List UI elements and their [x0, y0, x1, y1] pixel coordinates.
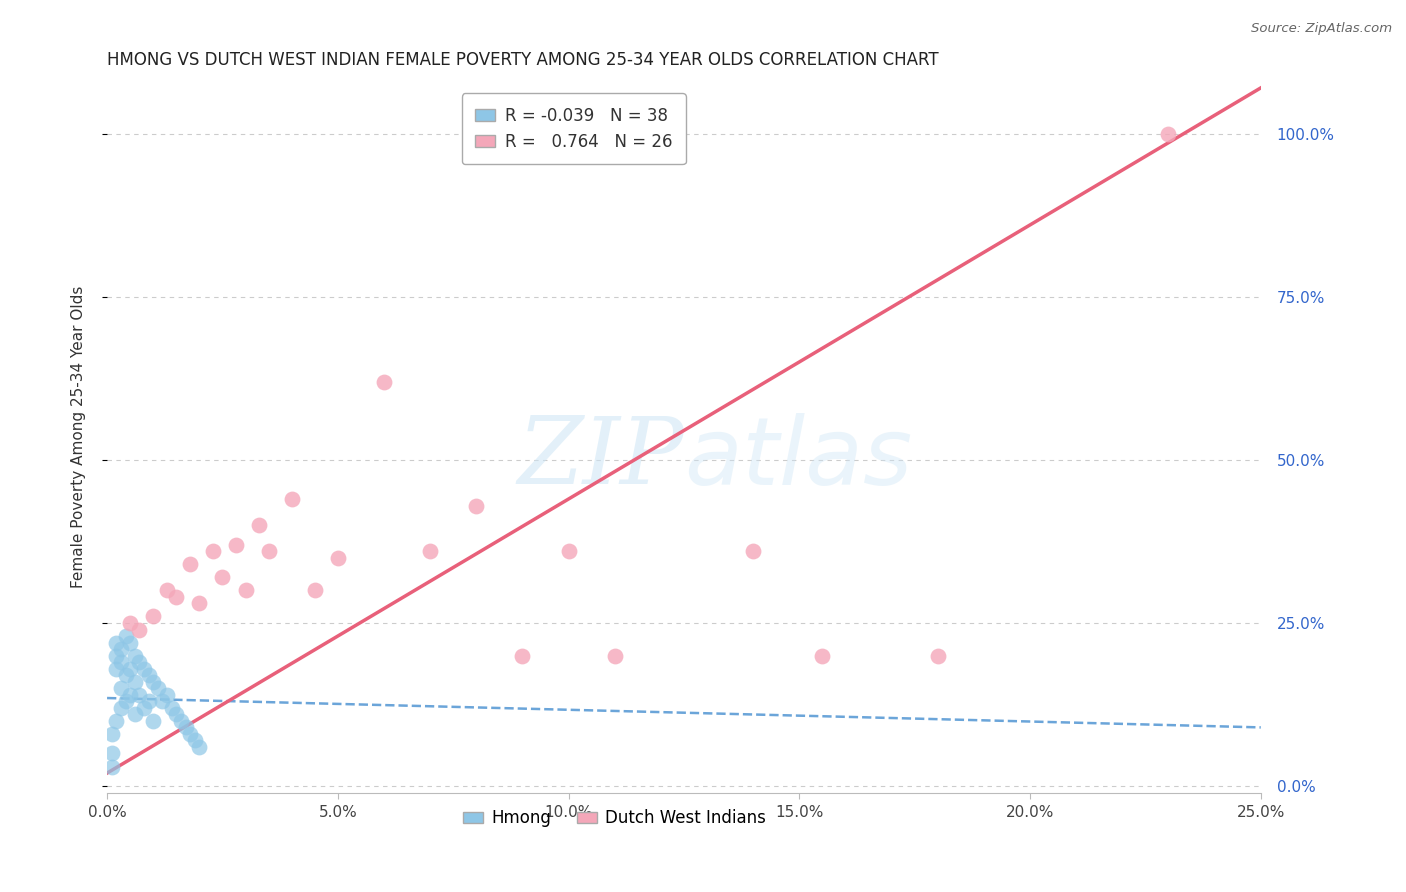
- Point: [124, 674, 146, 689]
- Point: [120, 688, 142, 702]
- Point: [138, 668, 160, 682]
- Point: [138, 694, 160, 708]
- Point: [225, 538, 247, 552]
- Point: [146, 681, 169, 696]
- Point: [235, 583, 257, 598]
- Point: [165, 590, 187, 604]
- Point: [110, 642, 132, 657]
- Y-axis label: Female Poverty Among 25-34 Year Olds: Female Poverty Among 25-34 Year Olds: [72, 285, 86, 588]
- Point: [419, 544, 441, 558]
- Point: [120, 635, 142, 649]
- Point: [105, 635, 128, 649]
- Point: [110, 655, 132, 669]
- Point: [100, 759, 122, 773]
- Point: [105, 648, 128, 663]
- Point: [170, 714, 193, 728]
- Point: [132, 662, 155, 676]
- Point: [179, 558, 201, 572]
- Point: [142, 609, 165, 624]
- Point: [188, 596, 211, 610]
- Point: [465, 499, 488, 513]
- Point: [120, 615, 142, 630]
- Text: ZIP: ZIP: [517, 413, 683, 503]
- Legend: Hmong, Dutch West Indians: Hmong, Dutch West Indians: [457, 803, 772, 834]
- Point: [114, 629, 136, 643]
- Text: Source: ZipAtlas.com: Source: ZipAtlas.com: [1251, 22, 1392, 36]
- Point: [142, 714, 165, 728]
- Point: [280, 491, 302, 506]
- Point: [124, 707, 146, 722]
- Point: [110, 681, 132, 696]
- Point: [257, 544, 280, 558]
- Point: [128, 688, 150, 702]
- Point: [128, 655, 150, 669]
- Point: [557, 544, 579, 558]
- Point: [165, 707, 187, 722]
- Point: [156, 688, 179, 702]
- Point: [184, 733, 207, 747]
- Point: [142, 674, 165, 689]
- Point: [160, 701, 183, 715]
- Point: [247, 518, 270, 533]
- Point: [132, 701, 155, 715]
- Point: [174, 720, 197, 734]
- Point: [114, 668, 136, 682]
- Point: [742, 544, 765, 558]
- Point: [326, 550, 349, 565]
- Point: [373, 375, 395, 389]
- Point: [512, 648, 534, 663]
- Point: [211, 570, 233, 584]
- Point: [152, 694, 174, 708]
- Point: [120, 662, 142, 676]
- Point: [188, 739, 211, 754]
- Text: atlas: atlas: [683, 413, 912, 504]
- Point: [156, 583, 179, 598]
- Point: [128, 623, 150, 637]
- Point: [100, 727, 122, 741]
- Point: [811, 648, 834, 663]
- Point: [202, 544, 225, 558]
- Point: [105, 714, 128, 728]
- Point: [110, 701, 132, 715]
- Point: [100, 747, 122, 761]
- Point: [179, 727, 201, 741]
- Point: [124, 648, 146, 663]
- Text: HMONG VS DUTCH WEST INDIAN FEMALE POVERTY AMONG 25-34 YEAR OLDS CORRELATION CHAR: HMONG VS DUTCH WEST INDIAN FEMALE POVERT…: [107, 51, 939, 69]
- Point: [114, 694, 136, 708]
- Point: [603, 648, 626, 663]
- Point: [927, 648, 949, 663]
- Point: [1157, 127, 1180, 141]
- Point: [304, 583, 326, 598]
- Point: [105, 662, 128, 676]
